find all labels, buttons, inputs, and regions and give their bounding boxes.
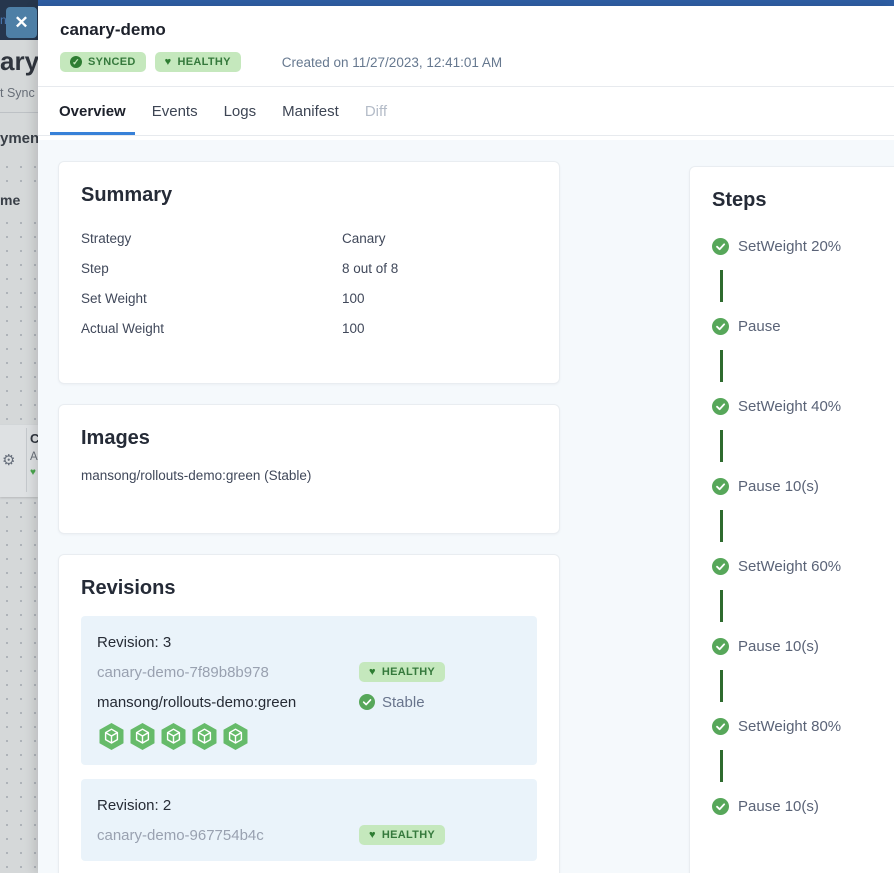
panel-top-accent-bar: [38, 0, 894, 6]
health-status-badge: ♥ HEALTHY: [359, 662, 446, 682]
replicaset-name: canary-demo-7f89b8b978: [97, 663, 269, 681]
step-item: Pause 10(s): [712, 474, 881, 498]
heart-icon: ♥: [164, 56, 172, 68]
health-status-badge: ♥ HEALTHY: [154, 52, 241, 72]
background-dot-grid: [0, 160, 38, 873]
revision-name: Revision: 2: [97, 796, 172, 814]
check-circle-icon: [359, 694, 375, 710]
stable-indicator: Stable: [359, 694, 425, 711]
check-circle-icon: [712, 717, 729, 735]
images-title: Images: [81, 427, 150, 449]
step-item: SetWeight 40%: [712, 394, 881, 418]
check-circle-icon: [712, 557, 729, 575]
pod-icon[interactable]: [221, 722, 250, 751]
revisions-card: Revisions Revision: 3 canary-demo-7f89b8…: [58, 554, 560, 873]
step-connector: [720, 510, 723, 542]
health-status-badge: ♥ HEALTHY: [359, 825, 446, 845]
step-connector: [720, 750, 723, 782]
tab-logs[interactable]: Logs: [223, 102, 257, 120]
pod-icon[interactable]: [97, 722, 126, 751]
pod-icon[interactable]: [190, 722, 219, 751]
check-circle-icon: [712, 637, 729, 655]
steps-list: SetWeight 20% Pause SetWeight 40% Pause …: [712, 234, 881, 818]
revision-name: Revision: 3: [97, 633, 172, 651]
background-sync-text-fragment: t Sync: [0, 86, 35, 100]
check-circle-icon: [712, 797, 729, 815]
close-icon: ✕: [14, 13, 29, 32]
summary-row: Step 8 out of 8: [81, 260, 399, 276]
page-title: canary-demo: [60, 20, 166, 39]
gear-icon: ⚙: [2, 452, 16, 469]
tab-overview[interactable]: Overview: [50, 87, 135, 135]
revision-item: Revision: 2 canary-demo-967754b4c ♥ HEAL…: [81, 779, 537, 861]
tab-bar: Overview Events Logs Manifest Diff: [38, 87, 894, 136]
revision-item: Revision: 3 canary-demo-7f89b8b978 ♥ HEA…: [81, 616, 537, 765]
replicaset-name: canary-demo-967754b4c: [97, 826, 264, 844]
heart-icon: ♥: [30, 467, 36, 478]
sync-status-badge: ✓ SYNCED: [60, 52, 146, 72]
heart-icon: ♥: [369, 666, 376, 678]
check-circle-icon: [712, 477, 729, 495]
revision-image: mansong/rollouts-demo:green: [97, 693, 297, 711]
check-circle-icon: [712, 317, 729, 335]
panel-content: Summary Strategy Canary Step 8 out of 8 …: [38, 140, 894, 873]
backdrop-overlay[interactable]: nt:soft ary- t Sync ymen me ⚙ Ca Ap ♥: [0, 0, 38, 873]
step-item: SetWeight 80%: [712, 714, 881, 738]
steps-card: Steps SetWeight 20% Pause SetWeight 40%: [689, 166, 894, 873]
step-connector: [720, 350, 723, 382]
summary-row: Set Weight 100: [81, 290, 365, 306]
check-circle-icon: ✓: [70, 56, 82, 68]
revisions-title: Revisions: [81, 577, 176, 599]
images-card: Images mansong/rollouts-demo:green (Stab…: [58, 404, 560, 534]
background-column-header: me: [0, 188, 38, 214]
step-item: SetWeight 60%: [712, 554, 881, 578]
step-connector: [720, 430, 723, 462]
step-connector: [720, 590, 723, 622]
pod-icon[interactable]: [159, 722, 188, 751]
step-item: Pause: [712, 314, 881, 338]
step-connector: [720, 270, 723, 302]
summary-title: Summary: [81, 184, 173, 206]
summary-row: Strategy Canary: [81, 230, 386, 246]
background-section-fragment: ymen: [0, 130, 38, 147]
created-timestamp: Created on 11/27/2023, 12:41:01 AM: [281, 54, 503, 70]
panel-header: canary-demo ✓ SYNCED ♥ HEALTHY Created o…: [38, 6, 894, 87]
background-page-title-fragment: ary-: [0, 46, 38, 76]
divider: [26, 428, 27, 492]
check-circle-icon: [712, 397, 729, 415]
rollout-detail-panel: canary-demo ✓ SYNCED ♥ HEALTHY Created o…: [38, 6, 894, 873]
steps-title: Steps: [712, 189, 767, 211]
divider: [0, 112, 38, 113]
tab-diff[interactable]: Diff: [364, 102, 388, 120]
step-connector: [720, 670, 723, 702]
pod-icon[interactable]: [128, 722, 157, 751]
image-name: mansong/rollouts-demo:green (Stable): [81, 468, 312, 483]
summary-card: Summary Strategy Canary Step 8 out of 8 …: [58, 161, 560, 384]
heart-icon: ♥: [369, 829, 376, 841]
tab-manifest[interactable]: Manifest: [282, 102, 339, 120]
close-button[interactable]: ✕: [6, 7, 37, 38]
summary-row: Actual Weight 100: [81, 320, 365, 336]
step-item: SetWeight 20%: [712, 234, 881, 258]
background-rollout-card-fragment: ⚙ Ca Ap ♥: [0, 425, 38, 497]
tab-events[interactable]: Events: [151, 102, 198, 120]
step-item: Pause 10(s): [712, 634, 881, 658]
step-item: Pause 10(s): [712, 794, 881, 818]
check-circle-icon: [712, 237, 729, 255]
pod-list: [97, 722, 521, 751]
